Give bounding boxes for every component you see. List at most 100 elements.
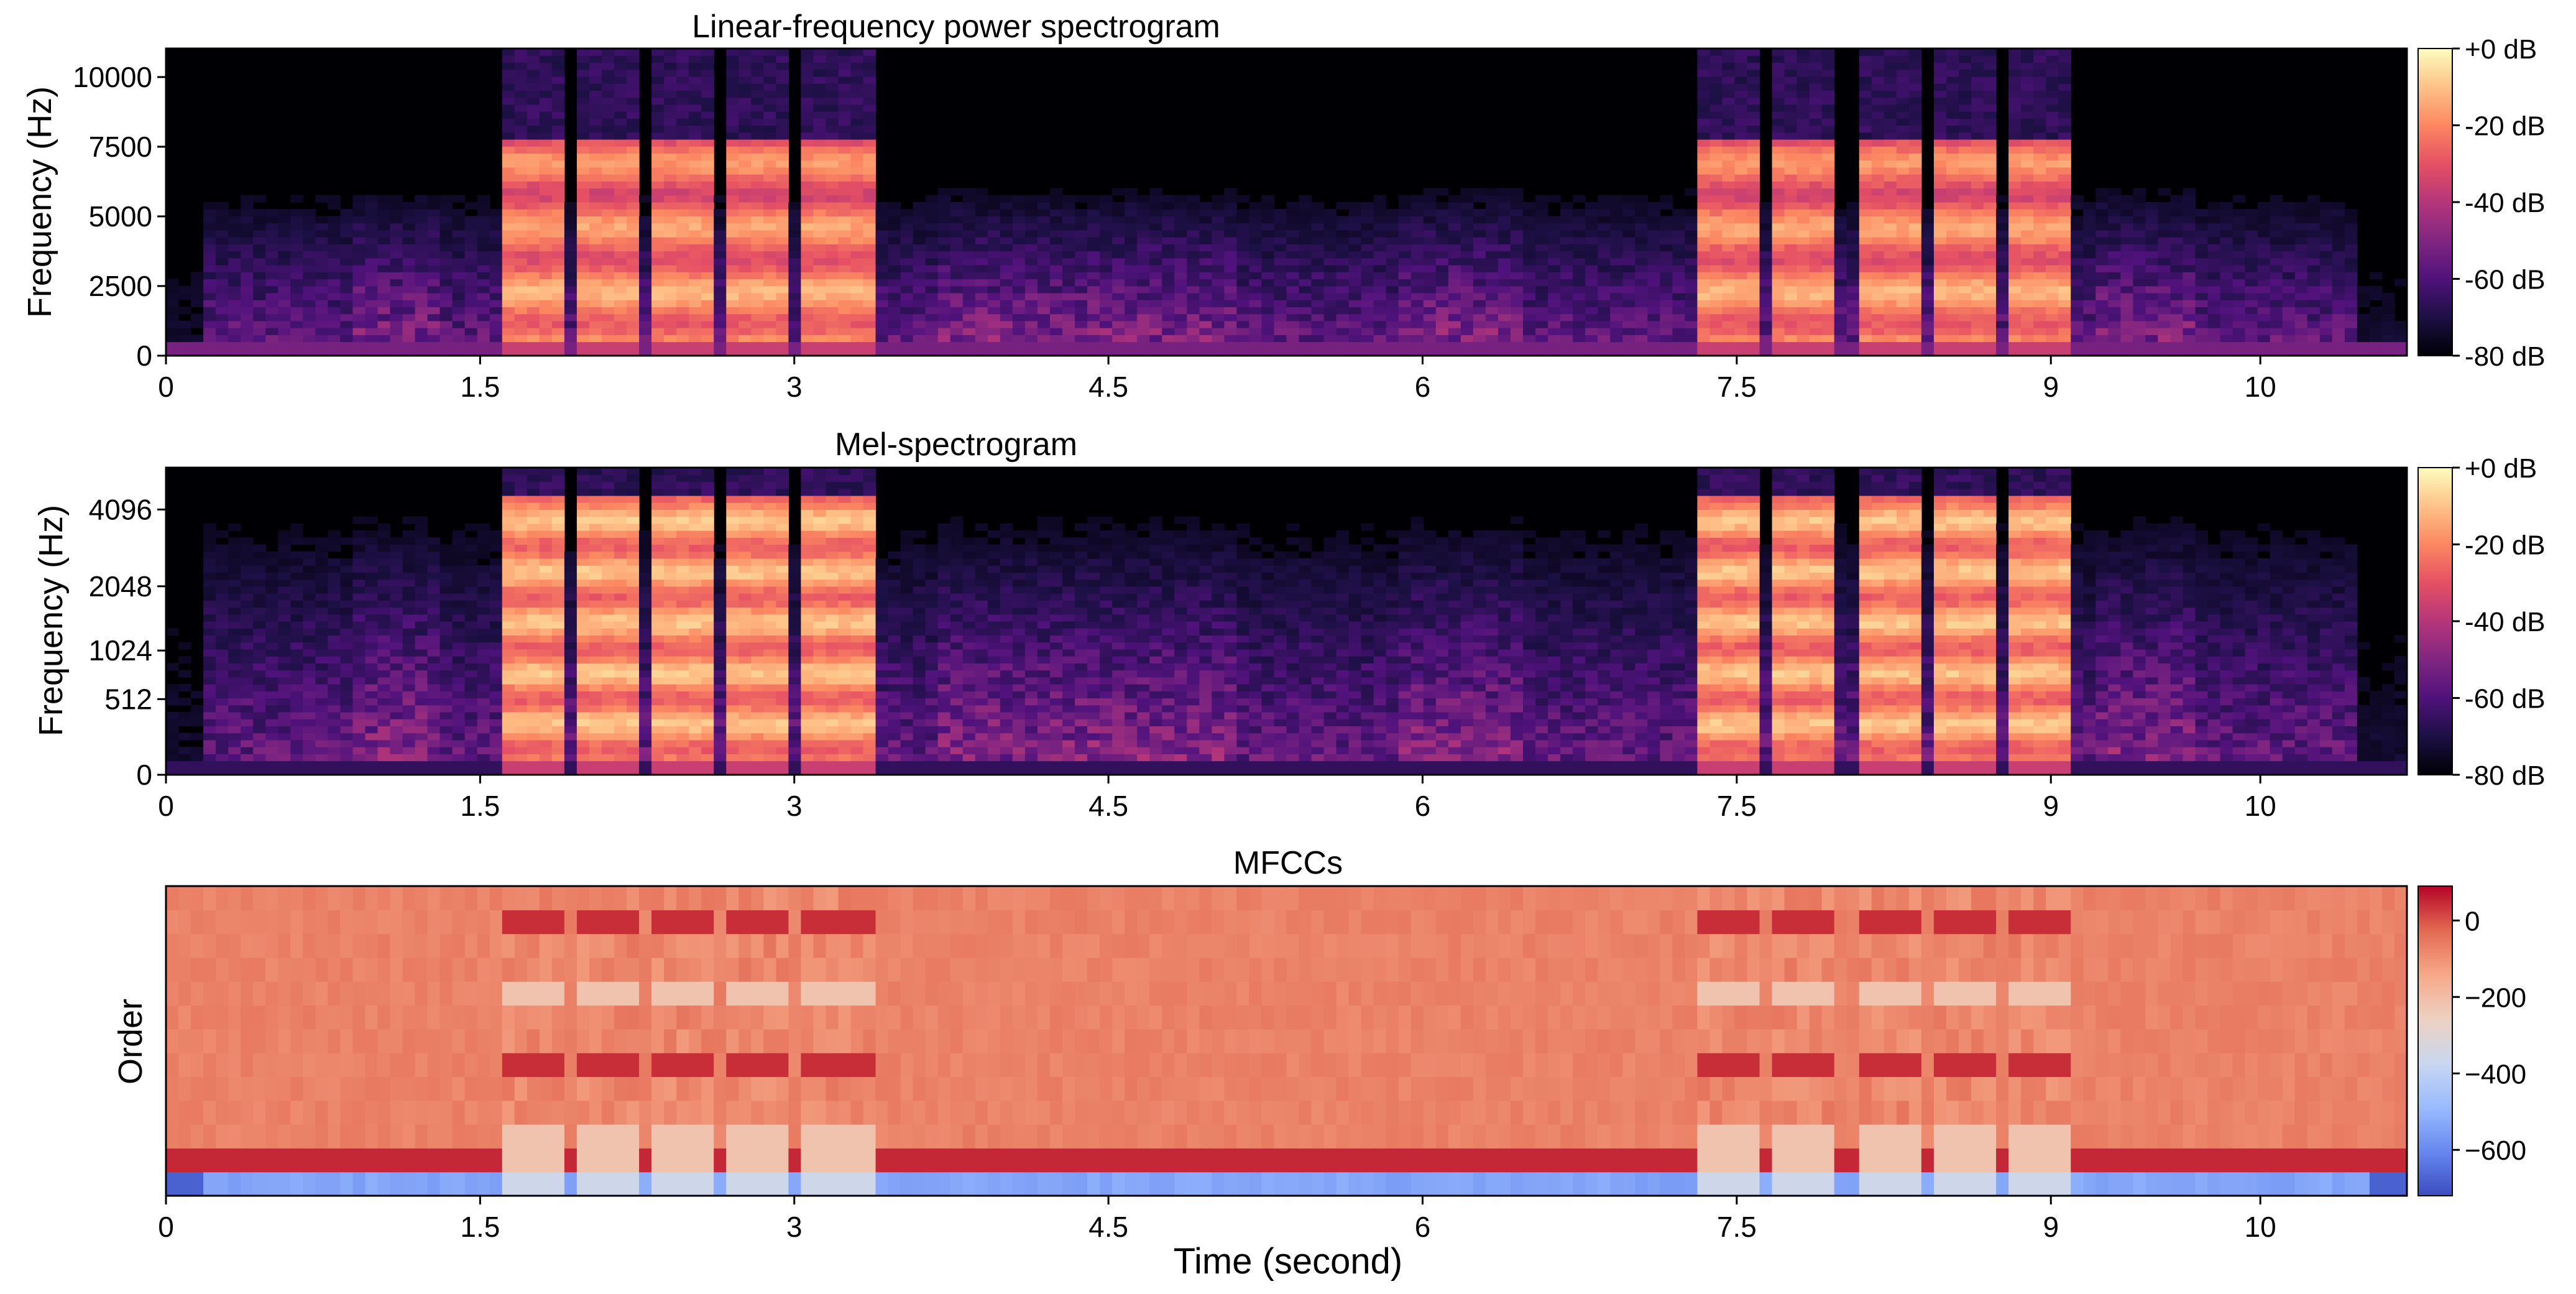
heatmap-cell [452,216,466,224]
heatmap-cell [1697,229,1711,238]
heatmap-cell [303,265,316,272]
heatmap-cell [2046,62,2059,70]
heatmap-cell [1125,348,1138,356]
heatmap-cell [2319,237,2333,244]
heatmap-cell [1336,265,1350,272]
heatmap-cell [1859,244,1872,252]
heatmap-cell [1734,153,1748,161]
heatmap-cell [838,341,852,349]
heatmap-cell [1622,279,1635,287]
heatmap-cell [850,244,864,252]
heatmap-cell [1000,341,1013,349]
heatmap-cell [1212,348,1225,356]
heatmap-cell [2232,251,2246,259]
heatmap-cell [1635,195,1648,203]
heatmap-cell [1971,335,1984,343]
heatmap-cell [1523,237,1536,244]
heatmap-cell [2021,272,2034,280]
heatmap-cell [203,244,216,252]
heatmap-cell [962,272,976,280]
heatmap-cell [2083,279,2096,287]
heatmap-cell [1174,223,1187,231]
heatmap-cell [1261,335,1275,343]
heatmap-cell [1049,335,1063,343]
heatmap-cell [2183,279,2196,287]
heatmap-cell [365,348,379,356]
heatmap-cell [614,216,627,224]
heatmap-cell [664,125,677,133]
heatmap-cell [1946,97,1959,105]
heatmap-cell [1062,244,1075,252]
heatmap-cell [1485,257,1499,266]
heatmap-cell [439,202,453,210]
heatmap-cell [1772,167,1785,175]
heatmap-cell [2170,300,2184,308]
heatmap-cell [1884,118,1897,126]
heatmap-cell [838,174,852,182]
heatmap-cell [352,285,366,293]
heatmap-cell [1049,265,1063,272]
heatmap-cell [415,328,428,335]
heatmap-cell [1784,216,1798,224]
heatmap-cell [1896,160,1910,168]
heatmap-cell [589,76,602,84]
heatmap-cell [1024,251,1038,259]
heatmap-cell [925,244,939,252]
heatmap-cell [601,300,615,308]
heatmap-cell [726,90,739,98]
heatmap-cell [738,146,752,154]
heatmap-cell [1112,341,1125,349]
heatmap-cell [1286,341,1300,349]
heatmap-cell [601,292,615,300]
heatmap-cell [1784,83,1798,91]
heatmap-cell [2033,195,2046,203]
heatmap-cell [1560,223,1573,231]
heatmap-cell [1323,272,1337,280]
heatmap-cell [763,83,776,91]
heatmap-cell [1747,237,1760,244]
heatmap-cell [1622,237,1635,244]
heatmap-cell [751,76,764,84]
heatmap-cell [738,188,752,196]
heatmap-cell [1834,237,1847,244]
heatmap-cell [1734,90,1748,98]
heatmap-cell [1871,285,1885,293]
heatmap-cell [1921,320,1934,328]
heatmap-cell [801,97,814,105]
heatmap-cell [1933,125,1947,133]
heatmap-cell [2021,328,2034,335]
heatmap-cell [1884,55,1897,63]
heatmap-cell [776,174,789,182]
heatmap-cell [1049,223,1063,231]
heatmap-cell [589,279,602,287]
heatmap-cell [1734,104,1748,112]
heatmap-cell [551,272,565,280]
heatmap-cell [1137,257,1150,266]
heatmap-cell [1946,313,1959,321]
heatmap-cell [1435,348,1449,356]
heatmap-cell [1199,216,1212,224]
heatmap-cell [427,265,441,272]
heatmap-cell [2046,104,2059,112]
heatmap-cell [1236,328,1250,335]
heatmap-cell [1859,251,1872,259]
heatmap-cell [1137,251,1150,259]
heatmap-cell [751,83,764,91]
heatmap-cell [937,223,951,231]
heatmap-cell [352,251,366,259]
heatmap-cell [875,313,889,321]
heatmap-cell [514,320,528,328]
heatmap-cell [1174,341,1187,349]
heatmap-cell [1212,272,1225,280]
heatmap-cell [340,307,354,315]
heatmap-cell [2319,335,2333,343]
heatmap-cell [676,257,689,266]
heatmap-cell [813,111,827,119]
heatmap-cell [1024,202,1038,210]
heatmap-cell [875,307,889,315]
heatmap-cell [502,292,515,300]
heatmap-cell [427,237,441,244]
heatmap-cell [1249,279,1263,287]
heatmap-cell [1000,292,1013,300]
heatmap-cell [2021,285,2034,293]
